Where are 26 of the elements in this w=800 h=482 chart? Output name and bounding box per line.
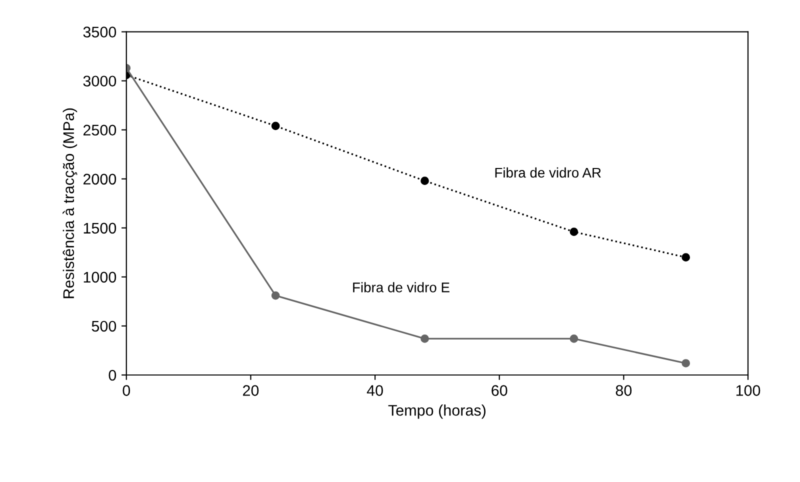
y-tick-label: 3500 — [83, 26, 116, 38]
y-tick-label: 1000 — [84, 272, 116, 283]
y-tick-label: 2000 — [83, 174, 116, 185]
x-tick-label: 100 — [736, 385, 760, 396]
x-tick-label: 60 — [492, 385, 508, 396]
point — [682, 253, 690, 262]
series-label: Fibra de vidro AR — [495, 167, 601, 178]
x-tick-label: 0 — [122, 385, 130, 396]
y-tick-label: 1500 — [84, 222, 116, 234]
y-tick-label: 500 — [92, 320, 116, 332]
x-axis-title: Tempo (horas) — [388, 404, 486, 419]
point — [271, 291, 280, 300]
y-tick-label: 0 — [108, 370, 116, 381]
point — [420, 334, 429, 343]
x-tick-label: 20 — [242, 385, 259, 396]
x-tick-label: 80 — [616, 385, 632, 396]
y-axis-title: Resistência à tracção (MPa) — [62, 108, 78, 298]
point — [420, 176, 429, 186]
y-tick-label: 3000 — [83, 76, 116, 87]
point — [570, 334, 578, 343]
point — [271, 122, 280, 130]
y-tick-label: 2500 — [83, 124, 116, 136]
series-label: Fibra de vidro E — [353, 282, 450, 292]
point — [570, 228, 578, 236]
x-tick-label: 40 — [366, 385, 383, 396]
point — [682, 359, 690, 368]
